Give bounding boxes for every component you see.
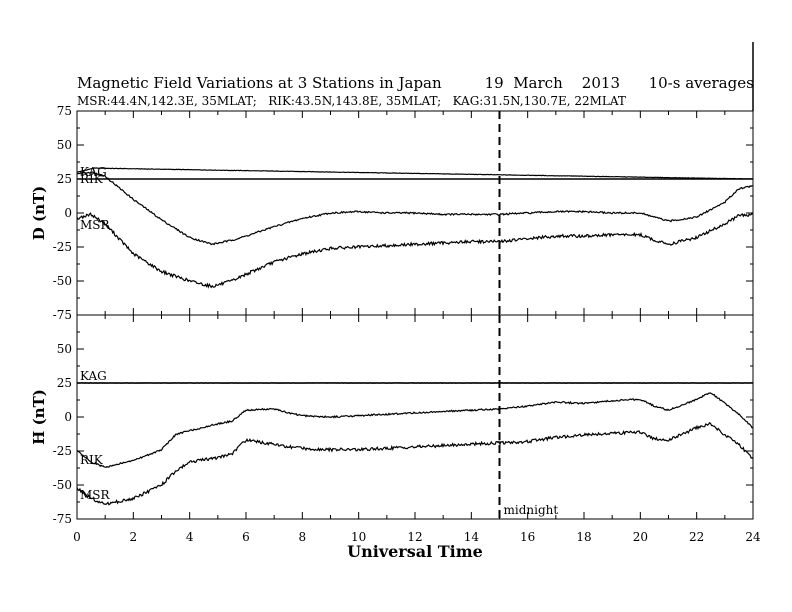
series-label-rik: RIK [80, 172, 104, 186]
y-axis-label-H: H (nT) [30, 389, 48, 445]
series-line-rik [76, 171, 753, 246]
series-label-msr: MSR [80, 488, 111, 502]
y-tick-label: -50 [53, 478, 72, 492]
x-tick-label: 8 [299, 530, 307, 544]
x-tick-label: 18 [576, 530, 591, 544]
series-label-rik: RIK [80, 453, 104, 467]
x-tick-label: 0 [73, 530, 81, 544]
x-tick-label: 12 [407, 530, 422, 544]
x-tick-label: 14 [464, 530, 480, 544]
chart-averaging: 10-s averages [648, 74, 754, 92]
chart-date: 19 March 2013 [484, 74, 620, 92]
x-tick-label: 24 [745, 530, 761, 544]
y-tick-label: 50 [57, 138, 72, 152]
y-tick-label: -25 [53, 240, 72, 254]
series-line-msr [76, 422, 754, 506]
x-tick-label: 10 [351, 530, 366, 544]
y-tick-label: 0 [64, 410, 72, 424]
x-tick-label: 2 [130, 530, 138, 544]
stations-line: MSR:44.4N,142.3E, 35MLAT; RIK:43.5N,143.… [77, 94, 626, 108]
x-tick-label: 22 [689, 530, 704, 544]
x-tick-label: 4 [186, 530, 194, 544]
chart-title: Magnetic Field Variations at 3 Stations … [77, 74, 442, 92]
series-line-msr [76, 212, 754, 289]
series-label-kag: KAG [80, 369, 107, 383]
x-tick-label: 20 [633, 530, 648, 544]
series-label-kag: KAG [80, 165, 107, 179]
y-tick-label: 0 [64, 206, 72, 220]
series-line-kag [76, 167, 754, 180]
y-tick-label: -75 [53, 308, 72, 322]
x-tick-label: 6 [242, 530, 250, 544]
chart-title-line: Magnetic Field Variations at 3 Stations … [77, 74, 754, 92]
y-tick-label: -50 [53, 274, 72, 288]
y-tick-label: 50 [57, 342, 72, 356]
y-tick-label: 75 [57, 104, 72, 118]
y-axis-label-D: D (nT) [30, 186, 48, 241]
series-label-msr: MSR [80, 218, 111, 232]
panel-frame-H [76, 314, 754, 520]
y-tick-label: 25 [57, 376, 72, 390]
y-tick-label: 25 [57, 172, 72, 186]
x-tick-label: 16 [520, 530, 535, 544]
series-line-rik [76, 392, 754, 468]
y-tick-label: -75 [53, 512, 72, 526]
x-axis-label: Universal Time [347, 542, 483, 561]
midnight-label: midnight [504, 503, 559, 517]
y-tick-label: -25 [53, 444, 72, 458]
